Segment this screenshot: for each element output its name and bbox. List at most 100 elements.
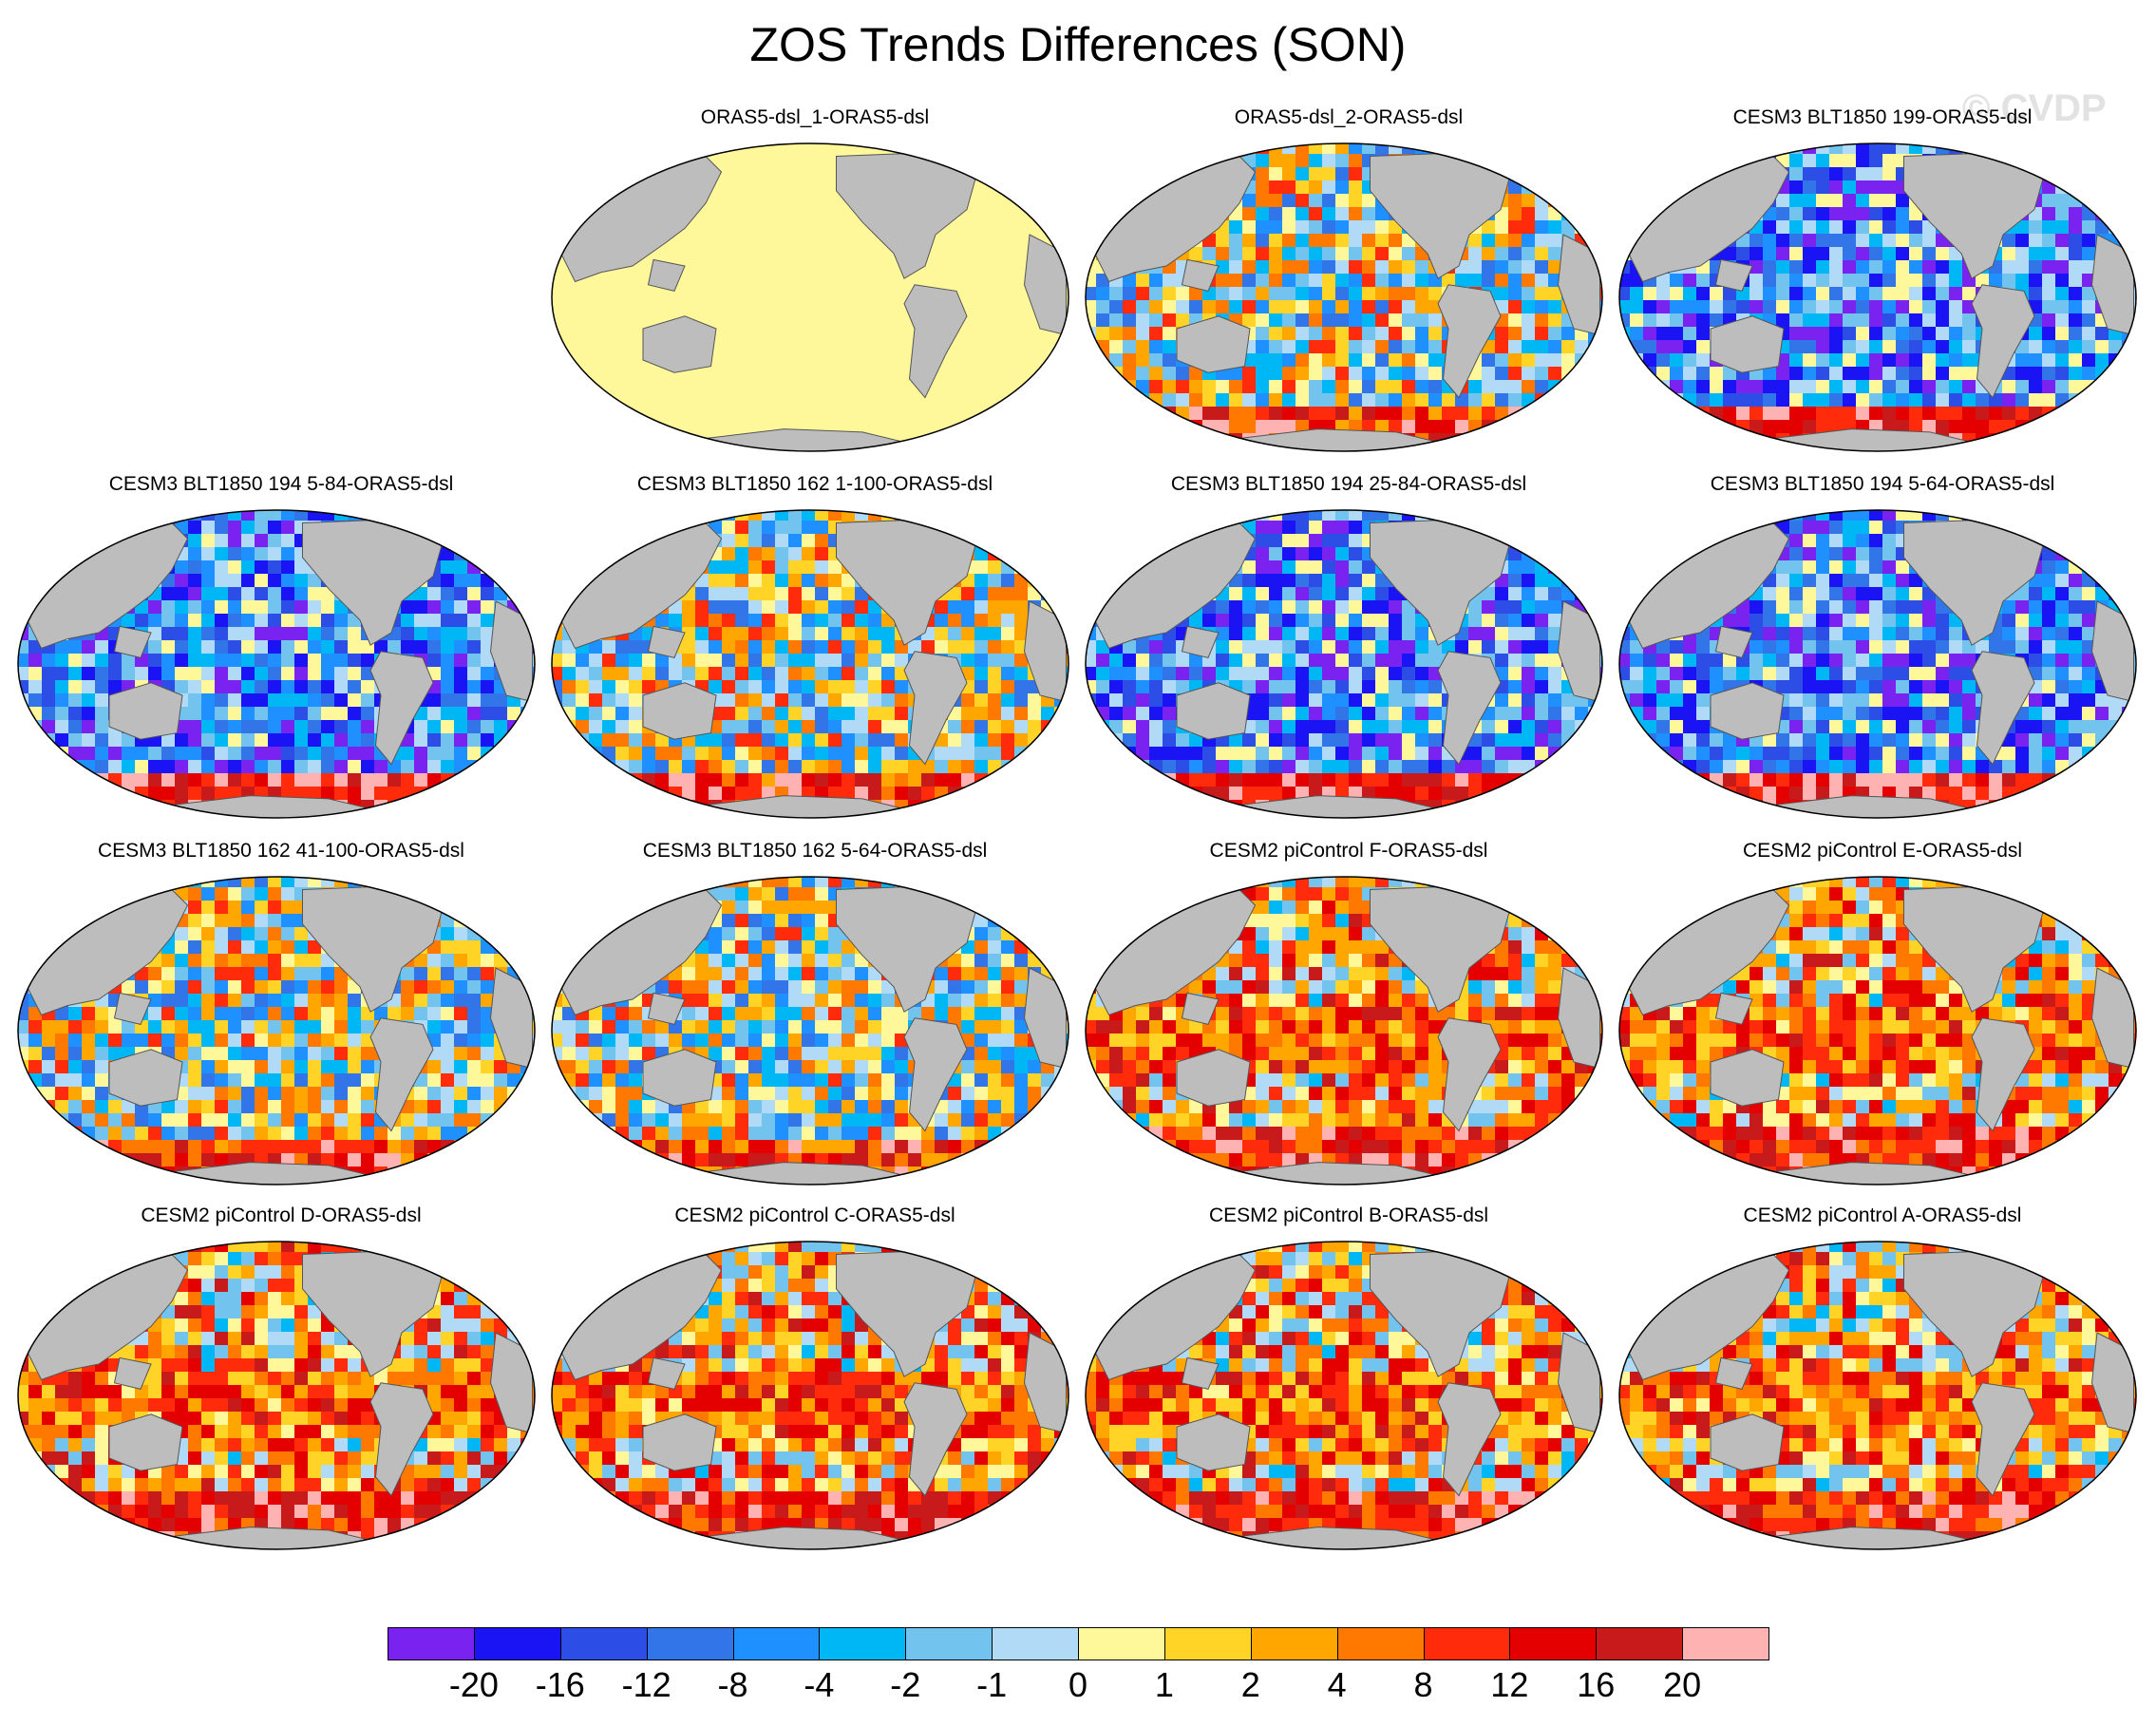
map-panel: CESM3 BLT1850 162 5-64-ORAS5-dsl — [549, 840, 1081, 1201]
panel-title: CESM2 piControl A-ORAS5-dsl — [1743, 1204, 2022, 1226]
colorbar-swatch — [1250, 1627, 1338, 1660]
map-globe — [1085, 509, 1603, 819]
colorbar-tick-label: -12 — [621, 1665, 671, 1704]
map-globe — [551, 876, 1069, 1185]
land-mass — [1710, 315, 1785, 373]
map-panel: CESM2 piControl A-ORAS5-dsl — [1617, 1204, 2148, 1565]
colorbar-tick-label: 12 — [1490, 1665, 1529, 1704]
map-globe — [1618, 1241, 2137, 1550]
map-outline — [1618, 876, 2137, 1185]
land-mass — [966, 512, 1010, 540]
land-mass — [369, 651, 434, 766]
map-panel: CESM3 BLT1850 194 5-64-ORAS5-dsl — [1617, 473, 2148, 834]
colorbar-tick-label: -2 — [890, 1665, 921, 1704]
map-outline — [1618, 1241, 2137, 1550]
colorbar-tick-label: 1 — [1154, 1665, 1174, 1704]
colorbar-swatch — [992, 1627, 1079, 1660]
land-mass — [903, 1382, 968, 1497]
panel-title: CESM3 BLT1850 162 41-100-ORAS5-dsl — [98, 840, 464, 862]
land-mass — [1971, 1382, 2035, 1497]
map-globe — [1085, 142, 1603, 452]
land-mass — [1714, 625, 1753, 658]
map-panel: ORAS5-dsl_2-ORAS5-dsl — [1083, 106, 1615, 467]
land-mass — [1500, 879, 1543, 906]
map-outline — [1085, 142, 1603, 452]
watermark: © CVDP — [1962, 87, 2107, 129]
colorbar-swatch — [819, 1627, 907, 1660]
colorbar-swatch — [1509, 1627, 1598, 1660]
land-mass — [432, 1243, 476, 1271]
figure-title: ZOS Trends Differences (SON) — [749, 18, 1407, 71]
land-mass — [1500, 1243, 1543, 1271]
land-mass — [1181, 1356, 1220, 1390]
map-outline — [1085, 509, 1603, 819]
land-mass — [642, 1413, 717, 1471]
map-globe — [551, 509, 1069, 819]
land-mass — [1437, 1382, 1502, 1497]
land-mass — [1437, 651, 1502, 766]
map-globe — [1618, 509, 2137, 819]
panel-title: CESM2 piControl F-ORAS5-dsl — [1209, 840, 1488, 862]
land-mass — [1181, 258, 1220, 292]
land-mass — [903, 1017, 968, 1132]
colorbar-swatch — [1078, 1627, 1165, 1660]
panel-title: CESM2 piControl D-ORAS5-dsl — [141, 1204, 422, 1226]
map-globe — [551, 142, 1069, 452]
land-mass — [1176, 682, 1251, 740]
land-mass — [432, 512, 476, 540]
map-panel: CESM2 piControl F-ORAS5-dsl — [1083, 840, 1615, 1201]
map-panel: CESM2 piControl E-ORAS5-dsl — [1617, 840, 2148, 1201]
colorbar-tick-label: -4 — [804, 1665, 835, 1704]
map-globe — [17, 1241, 536, 1550]
colorbar-tick-label: 0 — [1068, 1665, 1088, 1704]
land-mass — [1437, 1017, 1502, 1132]
land-mass — [2033, 145, 2077, 173]
colorbar — [388, 1627, 1769, 1660]
panel-title: CESM3 BLT1850 162 5-64-ORAS5-dsl — [642, 840, 988, 862]
colorbar-swatch — [473, 1627, 561, 1660]
land-mass — [903, 284, 968, 399]
map-panel: CESM3 BLT1850 199-ORAS5-dsl — [1617, 106, 2148, 467]
map-outline — [17, 876, 536, 1185]
land-mass — [1714, 258, 1753, 292]
land-mass — [1437, 284, 1502, 399]
map-panel: CESM3 BLT1850 162 41-100-ORAS5-dsl — [15, 840, 547, 1201]
panel-title: CESM3 BLT1850 162 1-100-ORAS5-dsl — [636, 473, 993, 495]
map-outline — [1618, 509, 2137, 819]
land-mass — [1714, 1356, 1753, 1390]
land-mass — [1710, 1413, 1785, 1471]
colorbar-tick-label: -1 — [976, 1665, 1008, 1704]
panel-title: CESM2 piControl E-ORAS5-dsl — [1742, 840, 2023, 862]
colorbar-swatch — [388, 1627, 475, 1660]
panel-title: CESM3 BLT1850 199-ORAS5-dsl — [1732, 106, 2033, 128]
colorbar-tick-label: 2 — [1240, 1665, 1260, 1704]
land-mass — [1500, 145, 1543, 173]
map-panel: CESM3 BLT1850 194 5-84-ORAS5-dsl — [15, 473, 547, 834]
land-mass — [966, 879, 1010, 906]
map-outline — [551, 509, 1069, 819]
panel-title: CESM2 piControl C-ORAS5-dsl — [674, 1204, 955, 1226]
colorbar-swatch — [905, 1627, 993, 1660]
land-mass — [642, 315, 717, 373]
land-mass — [1176, 1049, 1251, 1107]
map-outline — [551, 1241, 1069, 1550]
map-outline — [551, 876, 1069, 1185]
colorbar-swatch — [646, 1627, 734, 1660]
land-mass — [1710, 1049, 1785, 1107]
map-outline — [1085, 876, 1603, 1185]
panel-title: ORAS5-dsl_2-ORAS5-dsl — [1234, 106, 1464, 128]
map-panel: CESM2 piControl D-ORAS5-dsl — [15, 1204, 547, 1565]
colorbar-tick-label: -16 — [535, 1665, 585, 1704]
land-mass — [369, 1382, 434, 1497]
land-mass — [647, 258, 686, 292]
map-outline — [1085, 1241, 1603, 1550]
map-outline — [17, 1241, 536, 1550]
colorbar-swatch — [1423, 1627, 1511, 1660]
map-panel: ORAS5-dsl_1-ORAS5-dsl — [549, 106, 1081, 467]
land-mass — [1971, 651, 2035, 766]
land-mass — [432, 879, 476, 906]
land-mass — [966, 145, 1010, 173]
map-panel: CESM2 piControl C-ORAS5-dsl — [549, 1204, 1081, 1565]
land-mass — [1710, 682, 1785, 740]
land-mass — [113, 992, 152, 1025]
